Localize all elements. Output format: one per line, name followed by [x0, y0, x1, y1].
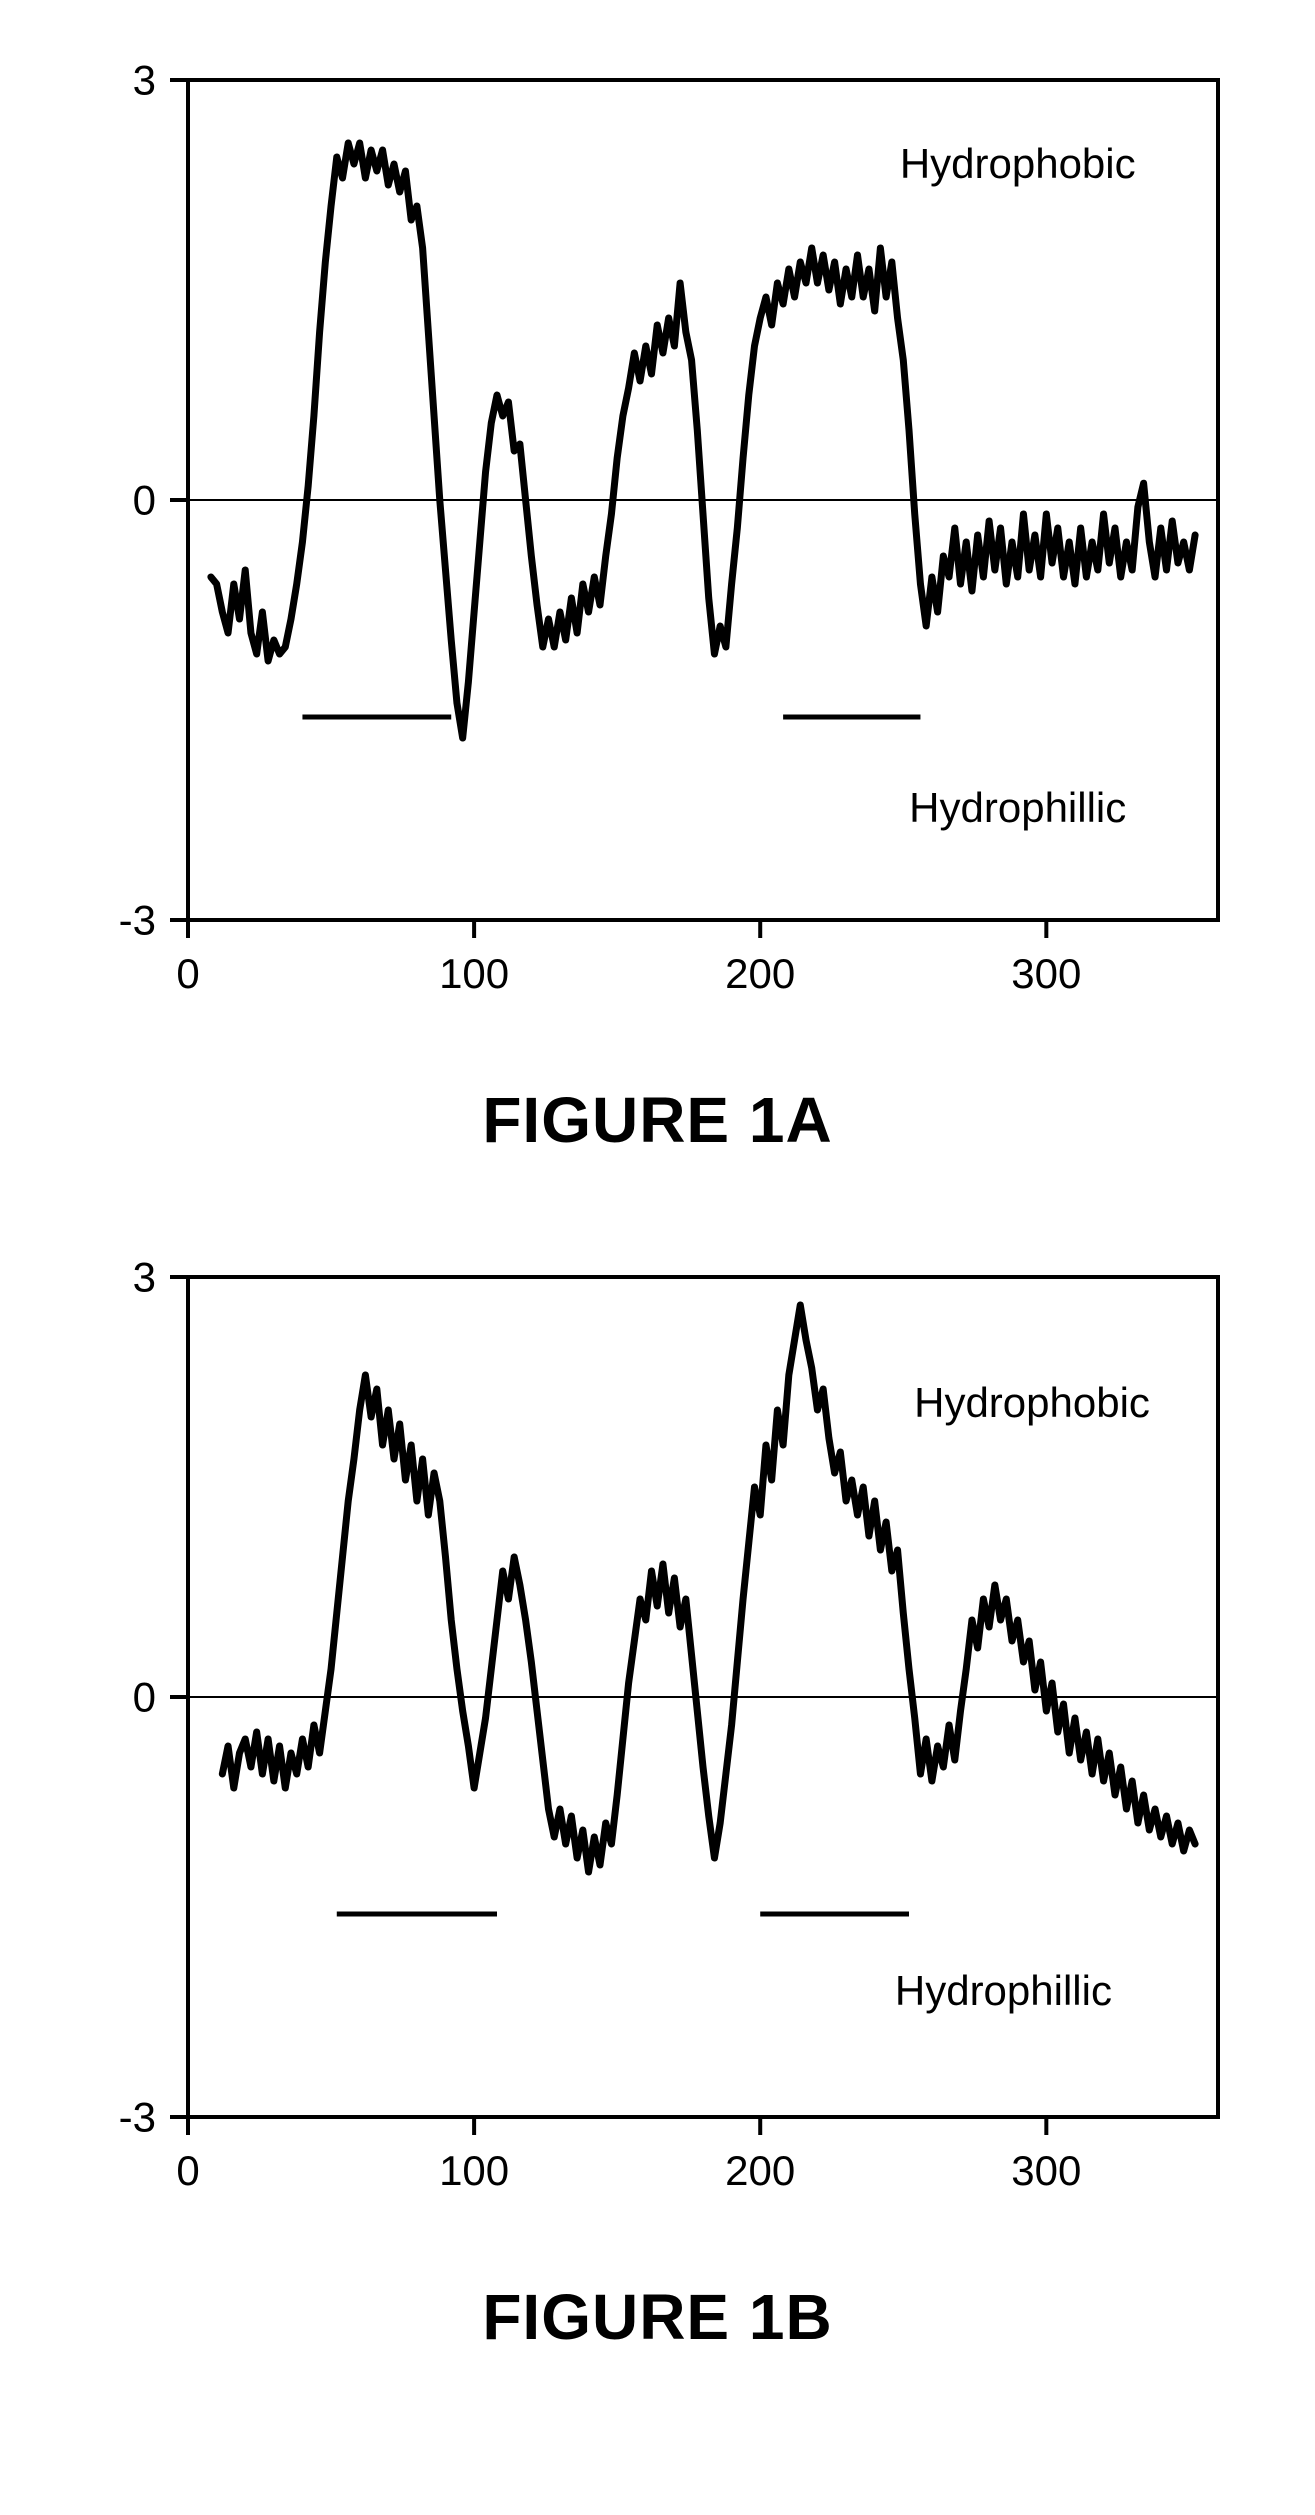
series-line: [210, 143, 1194, 738]
y-tick-label: -3: [118, 2094, 155, 2141]
x-tick-label: 0: [176, 950, 199, 997]
annotation-hydrophobic: Hydrophobic: [914, 1379, 1150, 1426]
annotation-hydrophillic: Hydrophillic: [894, 1967, 1111, 2014]
chart-a-wrap: 0 100 200 300 -3 0 3 Hydrophobic Hydrophillic: [58, 40, 1258, 1055]
page: 0100200300-303HydrophobicHydrophillic FI…: [0, 0, 1315, 2414]
y-tick-label: 0: [132, 477, 155, 524]
figure-b-block: 0 100 200 300 -3 0 3 Hydrophobic Hydrophillic FI…: [58, 1237, 1258, 2354]
x-tick-label: 0: [176, 2147, 199, 2194]
chart-b-svg: 0 100 200 300 -3 0 3 Hydrophobic Hydrophillic: [58, 1237, 1258, 2247]
chart-a-svg: 0 100 200 300 -3 0 3 Hydrophobic Hydrophillic: [58, 40, 1258, 1050]
figure-a-block: 0 100 200 300 -3 0 3 Hydrophobic Hydrophillic FI…: [58, 40, 1258, 1157]
y-tick-label: 3: [132, 57, 155, 104]
y-tick-label: 0: [132, 1674, 155, 1721]
annotation-hydrophobic: Hydrophobic: [899, 140, 1135, 187]
annotation-hydrophillic: Hydrophillic: [909, 784, 1126, 831]
x-tick-label: 300: [1011, 2147, 1081, 2194]
x-tick-label: 300: [1011, 950, 1081, 997]
x-tick-label: 200: [725, 950, 795, 997]
figure-b-caption: FIGURE 1B: [482, 2280, 832, 2354]
x-tick-label: 100: [439, 2147, 509, 2194]
y-tick-label: -3: [118, 897, 155, 944]
x-tick-label: 200: [725, 2147, 795, 2194]
figure-a-caption: FIGURE 1A: [482, 1083, 832, 1157]
y-tick-label: 3: [132, 1254, 155, 1301]
chart-b-wrap: 0 100 200 300 -3 0 3 Hydrophobic Hydrophillic: [58, 1237, 1258, 2252]
x-tick-label: 100: [439, 950, 509, 997]
